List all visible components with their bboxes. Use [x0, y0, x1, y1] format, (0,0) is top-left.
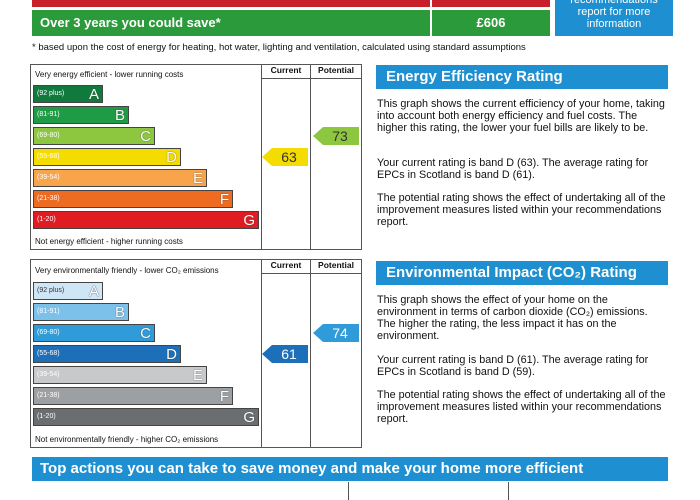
energy-text-p1: This graph shows the current efficiency … [377, 98, 665, 134]
energy-band-a: (92 plus) A [33, 85, 103, 103]
energy-band-c: (69-80) C [33, 127, 155, 145]
energy-band-letter: E [192, 170, 203, 187]
env-band-g: (1-20) G [33, 408, 259, 426]
energy-text-p2: Your current rating is band D (63). The … [377, 157, 649, 181]
env-band-letter: E [192, 367, 203, 384]
energy-band-range: (1-20) [37, 216, 56, 223]
env-graph-bottom-label: Not environmentally friendly - higher CO… [35, 435, 219, 444]
savings-amount: £606 [432, 10, 550, 36]
env-potential-value: 74 [332, 325, 348, 341]
energy-rating-graph: Very energy efficient - lower running co… [30, 64, 362, 250]
table-divider [348, 482, 349, 500]
energy-band-f: (21-38) F [33, 190, 233, 208]
env-graph-top-label: Very environmentally friendly - lower CO… [35, 266, 219, 275]
env-band-a: (92 plus) A [33, 282, 103, 300]
env-text-p3: The potential rating shows the effect of… [377, 389, 666, 425]
savings-label: Over 3 years you could save [40, 15, 216, 30]
previous-row-bar [32, 0, 430, 7]
env-band-range: (39-54) [37, 371, 60, 378]
env-current-header: Current [262, 260, 310, 274]
env-band-f: (21-38) F [33, 387, 233, 405]
previous-row-value [432, 0, 550, 7]
env-band-range: (81-91) [37, 308, 60, 315]
environmental-rating-heading: Environmental Impact (CO₂) Rating [376, 261, 668, 285]
energy-band-letter: F [219, 191, 229, 208]
energy-potential-header: Potential [311, 65, 361, 79]
env-band-letter: F [219, 388, 229, 405]
env-text-p1: This graph shows the effect of your home… [377, 294, 648, 342]
energy-current-value: 63 [281, 149, 297, 165]
env-potential-column: Potential [310, 260, 361, 447]
env-band-letter: C [140, 325, 151, 342]
energy-text-p3: The potential rating shows the effect of… [377, 192, 666, 228]
env-band-b: (81-91) B [33, 303, 129, 321]
energy-band-range: (69-80) [37, 132, 60, 139]
env-band-c: (69-80) C [33, 324, 155, 342]
energy-band-letter: B [114, 107, 125, 124]
energy-rating-heading: Energy Efficiency Rating [376, 65, 668, 89]
env-current-arrow: 61 [262, 345, 308, 363]
energy-band-letter: G [243, 212, 255, 229]
env-band-range: (69-80) [37, 329, 60, 336]
environmental-rating-graph: Very environmentally friendly - lower CO… [30, 259, 362, 448]
env-text-p2: Your current rating is band D (61). The … [377, 354, 649, 378]
energy-graph-bottom-label: Not energy efficient - higher running co… [35, 237, 183, 246]
top-actions-heading: Top actions you can take to save money a… [32, 457, 668, 481]
energy-current-arrow: 63 [262, 148, 308, 166]
energy-current-header: Current [262, 65, 310, 79]
energy-band-g: (1-20) G [33, 211, 259, 229]
env-band-letter: B [114, 304, 125, 321]
energy-band-range: (39-54) [37, 174, 60, 181]
energy-band-d: (55-68) D [33, 148, 181, 166]
env-band-e: (39-54) E [33, 366, 207, 384]
env-band-range: (92 plus) [37, 287, 65, 294]
energy-band-range: (81-91) [37, 111, 60, 118]
env-band-range: (55-68) [37, 350, 60, 357]
env-band-letter: A [88, 283, 99, 300]
recommendations-note: recommendations report for more informat… [555, 0, 673, 36]
env-band-range: (1-20) [37, 413, 56, 420]
table-divider [508, 482, 509, 500]
env-band-range: (21-38) [37, 392, 60, 399]
env-band-d: (55-68) D [33, 345, 181, 363]
env-potential-header: Potential [311, 260, 361, 274]
energy-band-letter: D [166, 149, 177, 166]
env-current-column: Current [261, 260, 310, 447]
energy-band-letter: A [88, 86, 99, 103]
env-current-value: 61 [281, 346, 297, 362]
energy-band-range: (55-68) [37, 153, 60, 160]
savings-row: Over 3 years you could save* [32, 10, 430, 36]
energy-band-range: (21-38) [37, 195, 60, 202]
savings-footnote: * based upon the cost of energy for heat… [32, 42, 526, 53]
energy-band-letter: C [140, 128, 151, 145]
energy-potential-arrow: 73 [313, 127, 359, 145]
energy-graph-top-label: Very energy efficient - lower running co… [35, 70, 184, 79]
energy-potential-value: 73 [332, 128, 348, 144]
energy-band-e: (39-54) E [33, 169, 207, 187]
energy-band-range: (92 plus) [37, 90, 65, 97]
energy-band-b: (81-91) B [33, 106, 129, 124]
savings-asterisk: * [215, 15, 221, 30]
env-band-letter: D [166, 346, 177, 363]
energy-current-column: Current [261, 65, 310, 249]
env-potential-arrow: 74 [313, 324, 359, 342]
env-band-letter: G [243, 409, 255, 426]
recommendations-note-text: recommendations report for more informat… [570, 0, 658, 30]
energy-potential-column: Potential [310, 65, 361, 249]
